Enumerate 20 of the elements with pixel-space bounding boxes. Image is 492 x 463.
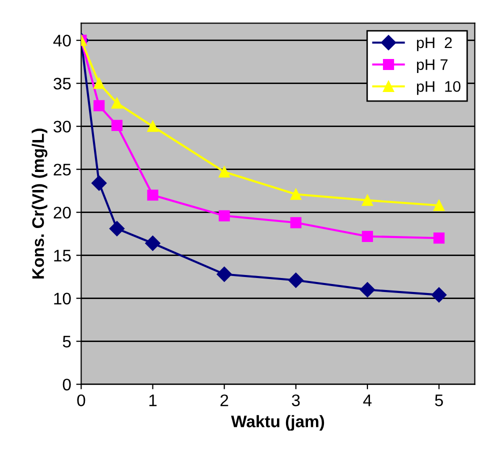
y-tick-label: 25 bbox=[54, 164, 71, 176]
x-tick-label: 2 bbox=[220, 394, 228, 406]
y-tick-label: 40 bbox=[53, 34, 71, 47]
y-tick-label: 10 bbox=[54, 292, 71, 305]
x-tick-label: 1 bbox=[149, 394, 157, 406]
y-axis-title: Kons. Cr(VI) (mg/L) bbox=[32, 128, 48, 279]
y-tick-label: 0 bbox=[62, 378, 71, 390]
y-tick-label: 35 bbox=[54, 78, 71, 90]
x-tick-label: 5 bbox=[435, 394, 443, 406]
legend-label: pH 10 bbox=[417, 81, 460, 95]
x-tick-label: 0 bbox=[77, 394, 86, 406]
x-axis-title: Waktu (jam) bbox=[231, 415, 324, 431]
x-tick-label: 3 bbox=[292, 394, 300, 406]
y-tick-label: 30 bbox=[54, 120, 71, 133]
y-tick-label: 15 bbox=[54, 250, 71, 262]
x-tick-label: 4 bbox=[363, 394, 372, 406]
y-tick-label: 5 bbox=[62, 336, 71, 348]
legend-label: pH 7 bbox=[417, 59, 448, 74]
legend-label: pH 2 bbox=[417, 37, 452, 52]
y-tick-label: 20 bbox=[54, 206, 71, 219]
